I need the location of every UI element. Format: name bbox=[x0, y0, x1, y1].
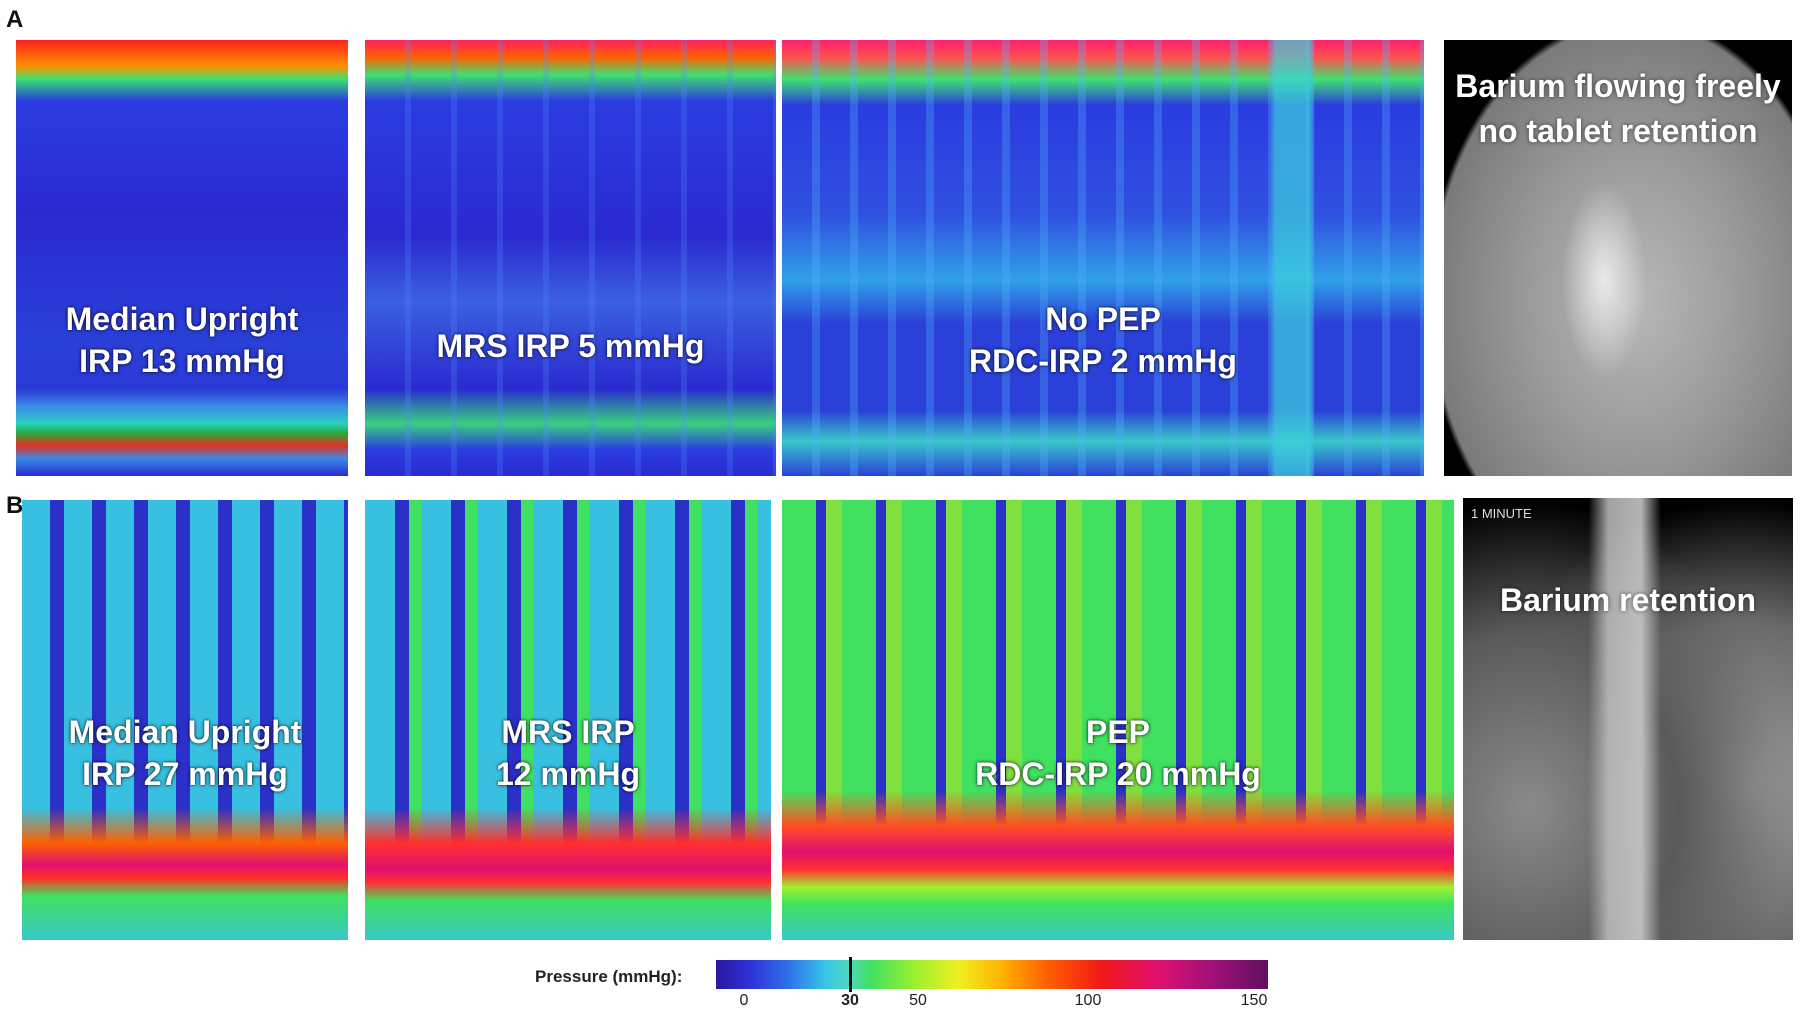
hrm-plot-b-mrs: MRS IRP 12 mmHg bbox=[365, 500, 771, 940]
panel-b-mrs-line1: MRS IRP bbox=[501, 714, 635, 750]
panel-b-upright-line2: IRP 27 mmHg bbox=[82, 755, 288, 792]
colorbar-tick-0: 0 bbox=[739, 992, 749, 1009]
row-label-b: B bbox=[6, 492, 24, 519]
panel-b-upright-label: Median Upright IRP 27 mmHg bbox=[22, 712, 348, 795]
colorbar-tick-30: 30 bbox=[841, 992, 859, 1009]
colorbar-threshold-marker bbox=[849, 957, 852, 992]
hrm-plot-a-upright: Median Upright IRP 13 mmHg bbox=[16, 40, 348, 476]
panel-a-rdc-label: No PEP RDC-IRP 2 mmHg bbox=[782, 299, 1424, 382]
panel-a-upright-line2: IRP 13 mmHg bbox=[79, 342, 285, 379]
panel-a-mrs-label: MRS IRP 5 mmHg bbox=[365, 326, 776, 368]
xray-b: 1 MINUTE Barium retention bbox=[1463, 498, 1793, 940]
xray-a-caption: Barium flowing freely no tablet retentio… bbox=[1444, 64, 1792, 154]
panel-b-rdc-line1: PEP bbox=[1085, 714, 1151, 750]
panel-a-upright-label: Median Upright IRP 13 mmHg bbox=[16, 299, 348, 382]
hrm-plot-a-rdc: No PEP RDC-IRP 2 mmHg bbox=[782, 40, 1424, 476]
xray-b-caption: Barium retention bbox=[1463, 578, 1793, 623]
xray-a-line2: no tablet retention bbox=[1478, 112, 1758, 149]
hrm-plot-b-rdc: PEP RDC-IRP 20 mmHg bbox=[782, 500, 1454, 940]
hrm-plot-a-mrs: MRS IRP 5 mmHg bbox=[365, 40, 776, 476]
colorbar-tick-100: 100 bbox=[1074, 992, 1102, 1009]
row-label-a: A bbox=[6, 6, 24, 33]
panel-b-rdc-label: PEP RDC-IRP 20 mmHg bbox=[782, 712, 1454, 795]
colorbar-tick-150: 150 bbox=[1240, 992, 1268, 1009]
panel-a-mrs-line1: MRS IRP 5 mmHg bbox=[436, 328, 705, 364]
xray-a: Barium flowing freely no tablet retentio… bbox=[1444, 40, 1792, 476]
panel-b-mrs-line2: 12 mmHg bbox=[495, 755, 641, 792]
colorbar-tick-50: 50 bbox=[909, 992, 927, 1009]
panel-b-mrs-label: MRS IRP 12 mmHg bbox=[365, 712, 771, 795]
colorbar-title: Pressure (mmHg): bbox=[535, 967, 683, 986]
xray-a-line1: Barium flowing freely bbox=[1455, 68, 1781, 104]
panel-a-rdc-line2: RDC-IRP 2 mmHg bbox=[969, 342, 1237, 379]
pressure-colorbar bbox=[716, 960, 1268, 989]
panel-a-upright-line1: Median Upright bbox=[65, 301, 299, 337]
xray-b-time-label: 1 MINUTE bbox=[1471, 506, 1532, 521]
xray-b-line1: Barium retention bbox=[1499, 582, 1757, 618]
panel-b-rdc-line2: RDC-IRP 20 mmHg bbox=[975, 755, 1261, 792]
hrm-plot-b-upright: Median Upright IRP 27 mmHg bbox=[22, 500, 348, 940]
panel-a-rdc-line1: No PEP bbox=[1045, 301, 1161, 337]
panel-b-upright-line1: Median Upright bbox=[68, 714, 302, 750]
